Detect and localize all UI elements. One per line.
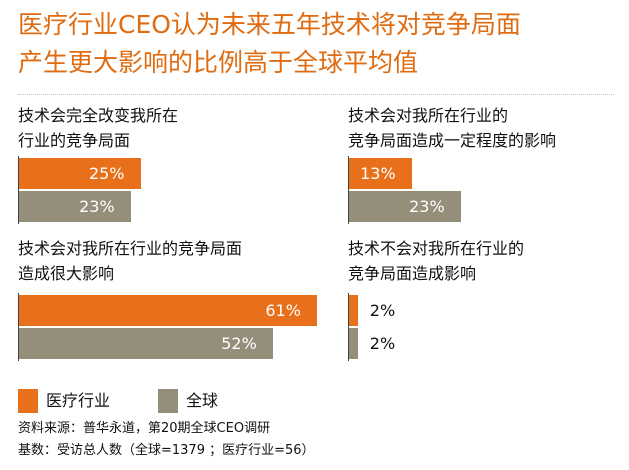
base-note: 基数：受访总人数（全球=1379 ；医疗行业=56）: [18, 443, 315, 458]
legend-label-medical: 医疗行业: [46, 391, 111, 410]
chart-title-line-1: 医疗行业CEO认为未来五年技术将对竞争局面: [18, 10, 521, 39]
axis-baseline-p2: [348, 156, 349, 224]
panel-label-line: 技术会完全改变我所在: [18, 106, 179, 125]
panel-label-p3: 技术会对我所在行业的竞争局面 造成很大影响: [18, 236, 242, 286]
panel-label-p1: 技术会完全改变我所在 行业的竞争局面: [18, 103, 178, 153]
legend-swatch-medical: [18, 389, 38, 413]
axis-baseline-p3: [18, 293, 19, 361]
panel-label-line: 技术会对我所在行业的: [348, 106, 509, 125]
data-label-p3-medical: 61%: [265, 301, 301, 320]
data-label-p2-global: 23%: [409, 197, 445, 216]
bar-p4-global: [348, 328, 358, 359]
data-label-p4-global: 2%: [369, 334, 396, 353]
data-label-p4-medical: 2%: [369, 301, 396, 320]
bar-p4-medical: [348, 295, 358, 326]
panel-label-p4: 技术不会对我所在行业的 竞争局面造成影响: [348, 236, 524, 286]
panel-label-line: 技术不会对我所在行业的: [348, 239, 525, 258]
panel-label-line: 技术会对我所在行业的竞争局面: [18, 239, 243, 258]
panel-label-line: 行业的竞争局面: [18, 131, 131, 150]
axis-baseline-p1: [18, 156, 19, 224]
bar-p2-medical: [348, 158, 412, 189]
bar-p3-global: [18, 328, 273, 359]
panel-label-line: 竞争局面造成一定程度的影响: [348, 131, 557, 150]
legend-swatch-global: [158, 389, 178, 413]
panel-label-line: 造成很大影响: [18, 264, 115, 283]
bar-p3-medical: [18, 295, 317, 326]
panel-label-p2: 技术会对我所在行业的竞争局面造成一定程度的影响: [348, 103, 556, 153]
title-divider: [18, 94, 614, 95]
data-label-p2-medical: 13%: [360, 164, 396, 183]
bar-p2-global: [348, 191, 461, 222]
data-label-p3-global: 52%: [221, 334, 257, 353]
bar-p1-global: [18, 191, 131, 222]
data-label-p1-global: 23%: [79, 197, 115, 216]
source-note: 资料来源：普华永道，第20期全球CEO调研: [18, 421, 271, 436]
data-label-p1-medical: 25%: [88, 164, 125, 183]
chart-title: 医疗行业CEO认为未来五年技术将对竞争局面 产生更大影响的比例高于全球平均值: [18, 6, 618, 82]
chart-title-line-2: 产生更大影响的比例高于全球平均值: [18, 48, 419, 77]
bar-p1-medical: [18, 158, 141, 189]
legend-label-global: 全球: [186, 391, 219, 410]
panel-label-line: 竞争局面造成影响: [348, 264, 477, 283]
axis-baseline-p4: [348, 293, 349, 361]
